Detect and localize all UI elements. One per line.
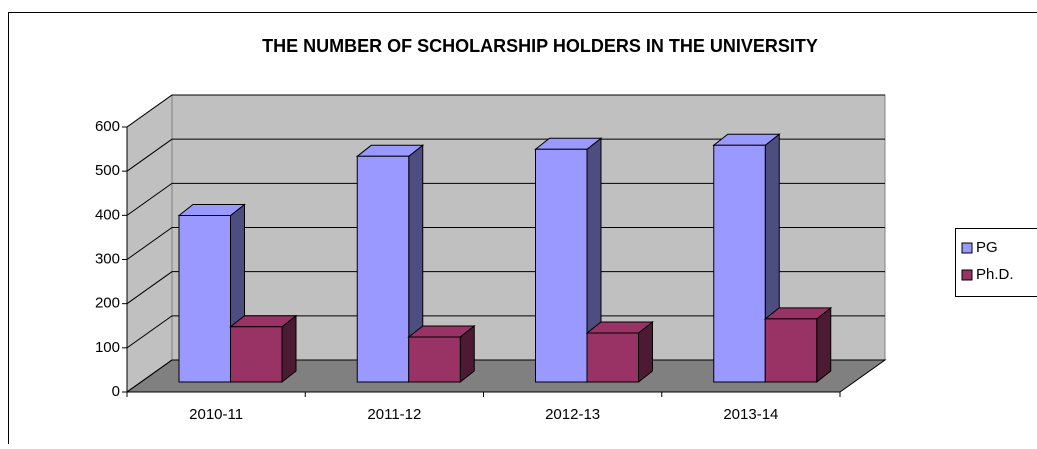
- bar-front: [714, 145, 766, 382]
- bar: [231, 316, 297, 382]
- chart-title: THE NUMBER OF SCHOLARSHIP HOLDERS IN THE…: [262, 36, 818, 56]
- y-tick-label: 400: [95, 206, 120, 223]
- x-tick-label: 2013-14: [723, 406, 778, 423]
- bar: [587, 322, 653, 382]
- y-tick-label: 100: [95, 339, 120, 356]
- y-tick-label: 200: [95, 295, 120, 312]
- bar: [409, 326, 475, 382]
- bar-front: [587, 333, 639, 382]
- bar: [765, 308, 831, 382]
- legend-label: Ph.D.: [976, 266, 1014, 283]
- legend-label: PG: [976, 239, 998, 256]
- x-tick-label: 2011-12: [367, 406, 421, 423]
- bar-front: [409, 337, 461, 382]
- legend-swatch: [962, 270, 972, 280]
- y-tick-label: 600: [95, 118, 120, 135]
- y-tick-label: 500: [95, 162, 120, 179]
- bar-front: [536, 149, 588, 382]
- bar-front: [765, 319, 817, 382]
- y-tick-label: 300: [95, 250, 120, 267]
- x-tick-label: 2010-11: [189, 406, 243, 423]
- legend-swatch: [962, 243, 972, 253]
- bar-side: [817, 308, 831, 382]
- bar-front: [357, 156, 409, 382]
- bar-front: [179, 215, 231, 382]
- bar-front: [231, 327, 283, 382]
- y-tick-label: 0: [112, 383, 120, 400]
- x-tick-label: 2012-13: [545, 406, 600, 423]
